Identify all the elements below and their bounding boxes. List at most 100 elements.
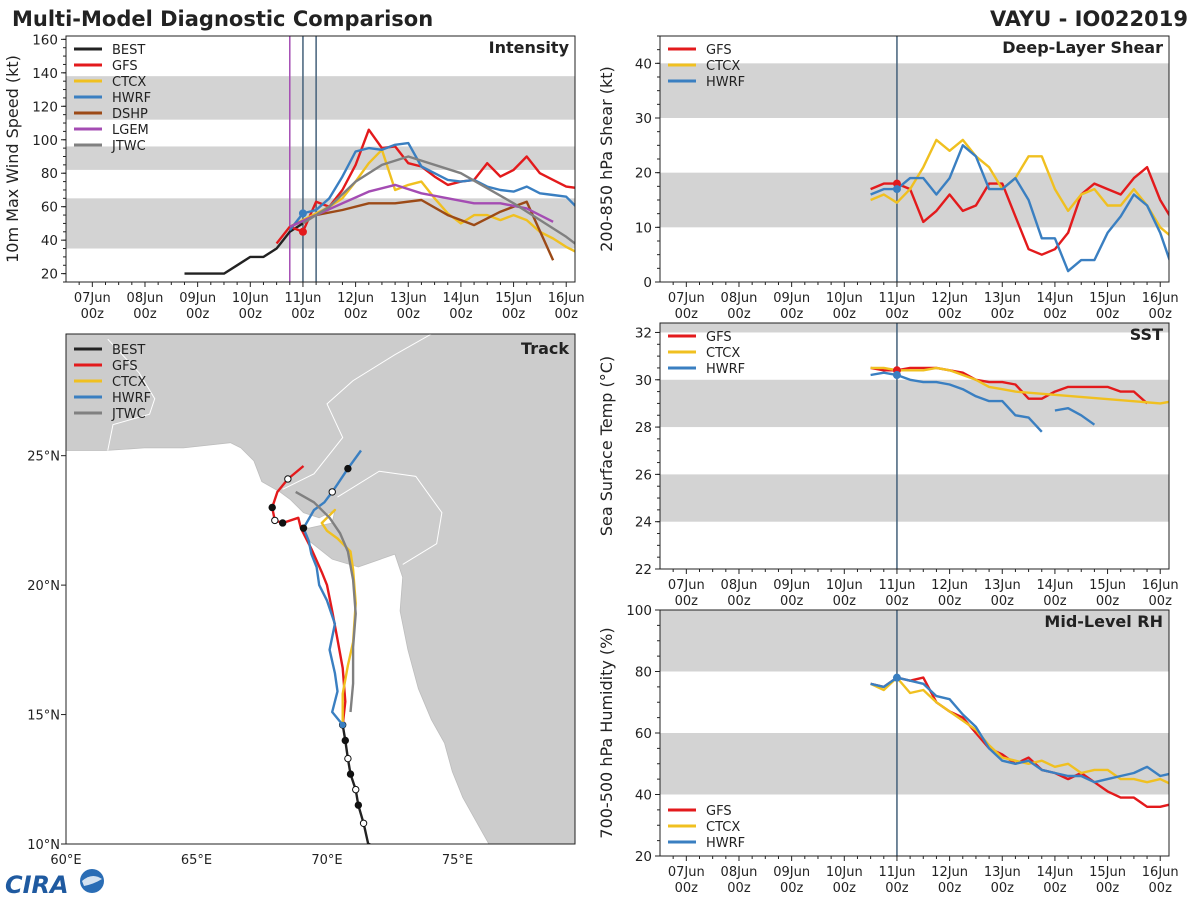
x-tick-label-hour: 00z — [833, 881, 857, 896]
x-tick-label-day: 15Jun — [1089, 291, 1126, 306]
x-tick-label-day: 12Jun — [931, 865, 968, 880]
shaded-band — [660, 323, 1169, 333]
x-tick-label-hour: 00z — [449, 307, 473, 322]
x-tick-label-day: 09Jun — [179, 291, 216, 306]
track-line-jtwc — [295, 490, 357, 713]
y-tick-label: 160 — [32, 32, 58, 48]
y-tick-label: 40 — [635, 56, 652, 72]
map-area — [66, 334, 575, 844]
y-axis-label: Sea Surface Temp (°C) — [597, 356, 616, 536]
series-line-lgem — [289, 183, 554, 228]
x-tick-label-day: 13Jun — [390, 291, 427, 306]
x-tick-label-day: 13Jun — [984, 865, 1021, 880]
y-tick-label: 80 — [41, 166, 58, 182]
y-axis-label: 700-500 hPa Humidity (%) — [597, 627, 616, 838]
y-tick-label: 30 — [635, 111, 652, 127]
x-tick-label-hour: 00z — [727, 881, 751, 896]
sst-panel: 22242628303207Jun00z08Jun00z09Jun00z10Ju… — [597, 322, 1179, 609]
track-line-gfs — [271, 465, 347, 726]
logo-swirl-icon — [82, 875, 102, 886]
x-tick-label-hour: 00z — [1043, 307, 1067, 322]
x-tick-label-hour: 00z — [1096, 594, 1120, 609]
shaded-band — [660, 733, 1169, 795]
track-point-hwrf — [299, 524, 308, 532]
x-tick-label-day: 11Jun — [285, 291, 322, 306]
series-line-jtwc — [302, 155, 575, 246]
x-tick-label-day: 07Jun — [668, 578, 705, 593]
panel-title: Mid-Level RH — [1044, 612, 1163, 631]
y-tick-label: 22 — [635, 562, 652, 578]
legend-label-gfs: GFS — [112, 359, 138, 374]
x-tick-label-hour: 00z — [1149, 594, 1173, 609]
x-tick-label-day: 11Jun — [879, 578, 916, 593]
x-tick-label-hour: 00z — [502, 307, 526, 322]
x-tick-label-hour: 00z — [1043, 881, 1067, 896]
x-tick-label-hour: 00z — [1149, 307, 1173, 322]
lon-tick-label: 70°E — [311, 853, 342, 868]
x-tick-label-day: 10Jun — [826, 578, 863, 593]
y-tick-label: 100 — [32, 133, 58, 149]
x-tick-label-day: 14Jun — [1036, 578, 1073, 593]
x-tick-label-hour: 00z — [780, 881, 804, 896]
y-tick-label: 20 — [635, 166, 652, 182]
y-tick-label: 120 — [32, 99, 58, 115]
x-tick-label-day: 08Jun — [721, 578, 758, 593]
x-tick-label-hour: 00z — [1149, 881, 1173, 896]
panel-title: Track — [521, 339, 569, 358]
y-axis-label: 200-850 hPa Shear (kt) — [597, 66, 616, 252]
logo-text: CIRA — [5, 871, 69, 899]
legend-label-dshp: DSHP — [112, 107, 148, 122]
x-tick-label-hour: 00z — [727, 594, 751, 609]
track-point-best — [359, 819, 368, 827]
series-line-hwrf — [1054, 407, 1096, 426]
legend-label-gfs: GFS — [112, 59, 138, 74]
series-line-hwrf — [288, 141, 575, 231]
x-tick-label-hour: 00z — [133, 307, 157, 322]
track-point-best — [352, 785, 360, 794]
legend-label-ctcx: CTCX — [112, 75, 146, 90]
x-tick-label-day: 07Jun — [74, 291, 111, 306]
y-tick-label: 140 — [32, 66, 58, 82]
cira-logo: CIRA — [5, 869, 104, 899]
y-tick-label: 28 — [635, 420, 652, 436]
legend-label-best: BEST — [112, 343, 145, 358]
x-tick-label-day: 14Jun — [1036, 865, 1073, 880]
series-line-hwrf — [870, 144, 1169, 273]
x-tick-label-hour: 00z — [675, 307, 699, 322]
y-tick-label: 10 — [635, 220, 652, 236]
x-tick-label-hour: 00z — [1096, 307, 1120, 322]
current-point-hwrf — [298, 209, 307, 218]
series-line-hwrf — [870, 676, 1169, 784]
plot-area — [660, 610, 1169, 856]
x-tick-label-day: 16Jun — [1142, 865, 1179, 880]
track-point-hwrf — [344, 464, 352, 473]
x-tick-label-hour: 00z — [291, 307, 315, 322]
legend-label-jtwc: JTWC — [111, 139, 146, 154]
x-tick-label-day: 09Jun — [773, 578, 810, 593]
legend-label-best: BEST — [112, 43, 145, 58]
y-tick-label: 60 — [635, 726, 652, 742]
track-point-best — [354, 801, 363, 809]
x-tick-label-day: 08Jun — [721, 865, 758, 880]
x-tick-label-hour: 00z — [1043, 594, 1067, 609]
page-title: Multi-Model Diagnostic Comparison — [12, 7, 433, 31]
x-tick-label-hour: 00z — [938, 881, 962, 896]
track-point-gfs — [268, 503, 276, 512]
x-tick-label-day: 11Jun — [879, 291, 916, 306]
legend-label-ctcx: CTCX — [706, 59, 740, 74]
series-line-gfs — [870, 676, 1169, 808]
x-tick-label-hour: 00z — [397, 307, 421, 322]
x-tick-label-day: 16Jun — [1142, 291, 1179, 306]
x-tick-label-day: 12Jun — [931, 291, 968, 306]
legend-label-hwrf: HWRF — [706, 362, 745, 377]
x-tick-label-hour: 00z — [555, 307, 579, 322]
shaded-band — [66, 76, 575, 120]
y-tick-label: 20 — [635, 849, 652, 865]
track-point-best — [346, 770, 355, 778]
track-point-gfs — [271, 516, 279, 525]
x-tick-label-hour: 00z — [833, 307, 857, 322]
x-tick-label-hour: 00z — [938, 307, 962, 322]
axes-frame — [659, 322, 1170, 570]
x-tick-label-day: 07Jun — [668, 291, 705, 306]
